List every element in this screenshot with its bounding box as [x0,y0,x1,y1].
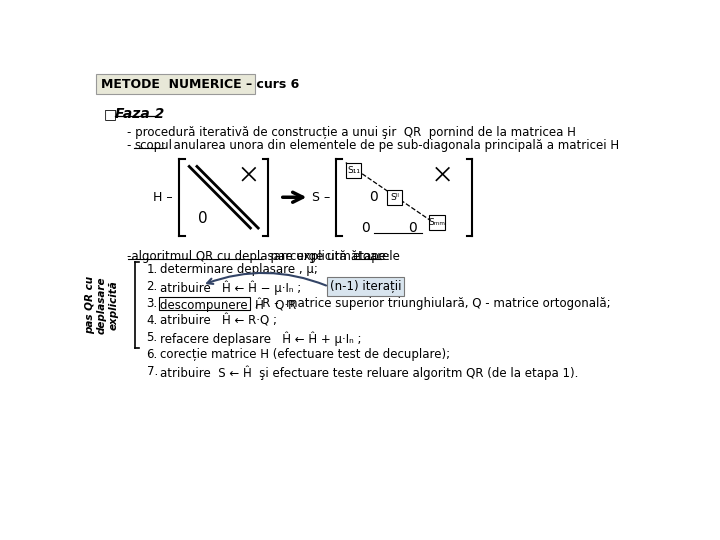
Text: H –: H – [153,191,173,204]
Text: 1.: 1. [147,264,158,276]
Text: corecție matrice H (efectuare test de decuplare);: corecție matrice H (efectuare test de de… [160,348,450,361]
Text: descompunere  Ĥ   Q·R: descompunere Ĥ Q·R [160,298,296,312]
Text: 3.: 3. [147,298,158,310]
Text: Sₘₘ: Sₘₘ [428,218,446,227]
Text: refacere deplasare   Ĥ ← Ĥ + μ·Iₙ ;: refacere deplasare Ĥ ← Ĥ + μ·Iₙ ; [160,331,361,346]
FancyBboxPatch shape [327,278,404,296]
Text: 7.: 7. [147,365,158,378]
Text: , R -  matrice superior triunghiulară, Q - matrice ortogonală;: , R - matrice superior triunghiulară, Q … [251,298,611,310]
FancyBboxPatch shape [96,74,255,94]
FancyBboxPatch shape [387,190,402,205]
Text: atribuire   Ĥ ← R·Q ;: atribuire Ĥ ← R·Q ; [160,314,276,327]
Text: 0: 0 [369,190,378,204]
Text: 5.: 5. [147,331,158,344]
Text: - procedură iterativă de construcție a unui şir  QR  pornind de la matricea H: - procedură iterativă de construcție a u… [127,126,576,139]
FancyBboxPatch shape [346,163,361,178]
Text: atribuire  S ← Ĥ  şi efectuare teste reluare algoritm QR (de la etapa 1).: atribuire S ← Ĥ şi efectuare teste relua… [160,365,578,380]
Text: Faza 2: Faza 2 [114,107,164,121]
Text: METODE  NUMERICE – curs 6: METODE NUMERICE – curs 6 [101,78,299,91]
FancyBboxPatch shape [159,298,251,310]
Text: atribuire   Ĥ ← Ĥ − μ·Iₙ ;: atribuire Ĥ ← Ĥ − μ·Iₙ ; [160,280,301,295]
Text: 6.: 6. [147,348,158,361]
Text: 2.: 2. [147,280,158,293]
Text: -: - [127,139,135,152]
Text: 0: 0 [408,221,417,235]
Text: pas QR cu
deplasare
explicită: pas QR cu deplasare explicită [85,276,118,334]
Text: (n-1) iterații: (n-1) iterații [330,280,401,293]
Text: S₁₁: S₁₁ [347,166,360,175]
Text: Sᴵᴵ: Sᴵᴵ [390,193,399,202]
Text: scopul: scopul [134,139,172,152]
Text: 0: 0 [197,211,207,226]
Text: -algoritmul QR cu deplasare explicită: -algoritmul QR cu deplasare explicită [127,249,347,262]
Text: 0: 0 [361,221,370,235]
Text: parcurge următoarele: parcurge următoarele [263,249,403,262]
Text: 4.: 4. [147,314,158,327]
Text: :  anularea unora din elementele de pe sub-diagonala principală a matricei H: : anularea unora din elementele de pe su… [162,139,619,152]
Text: S –: S – [312,191,330,204]
Text: □: □ [104,107,117,121]
Text: determinare deplasare , μ;: determinare deplasare , μ; [160,264,318,276]
Text: etape:: etape: [352,249,390,262]
FancyBboxPatch shape [429,215,445,231]
